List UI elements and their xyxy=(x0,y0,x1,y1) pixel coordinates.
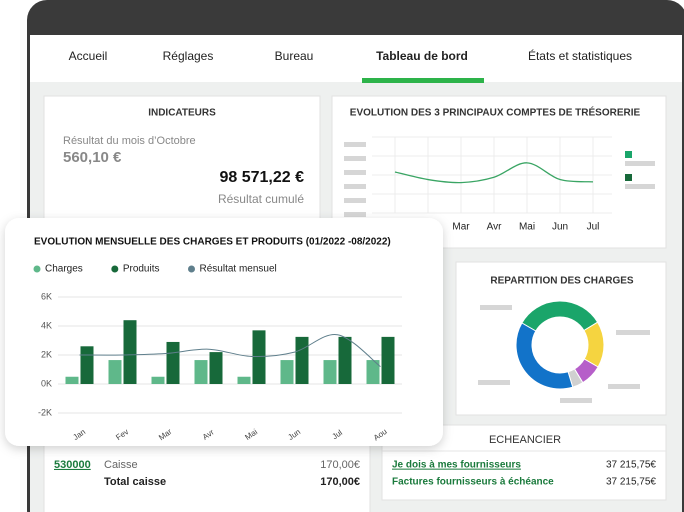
bar xyxy=(237,376,251,384)
bar xyxy=(252,330,266,384)
y-tick-label: 6K xyxy=(41,291,52,301)
y-tick-label: 2K xyxy=(41,349,52,359)
bar xyxy=(166,341,180,384)
panel-title: INDICATEURS xyxy=(148,108,216,119)
month-label: Résultat du mois d’Octobre xyxy=(63,135,196,147)
pie-label-placeholders xyxy=(478,305,650,403)
cumul-value: 98 571,22 € xyxy=(219,169,304,186)
bar xyxy=(280,360,294,384)
nav-item[interactable]: Accueil xyxy=(69,49,108,63)
bar xyxy=(123,320,137,384)
monthly-card xyxy=(5,218,443,446)
active-underline xyxy=(362,78,484,83)
nav-item[interactable]: Bureau xyxy=(275,49,314,63)
legend-label: Résultat mensuel xyxy=(200,264,277,275)
y-tick-label: -2K xyxy=(38,407,52,417)
bar xyxy=(209,352,223,384)
x-tick-label: Jun xyxy=(552,222,568,233)
x-tick-label: Jul xyxy=(587,222,600,233)
nav-item[interactable]: États et statistiques xyxy=(528,48,632,63)
bar xyxy=(381,336,395,384)
bar xyxy=(151,376,165,384)
x-tick-label: Avr xyxy=(487,222,502,233)
echeance-link[interactable]: Je dois à mes fournisseurs xyxy=(392,460,521,471)
bar xyxy=(194,360,208,384)
bar xyxy=(338,336,352,384)
panel-title: EVOLUTION DES 3 PRINCIPAUX COMPTES DE TR… xyxy=(350,106,641,119)
bar xyxy=(323,360,337,384)
panel-title: ECHEANCIER xyxy=(489,434,561,446)
nav-item-active[interactable]: Tableau de bord xyxy=(376,49,468,63)
nav-bar xyxy=(30,35,682,82)
line xyxy=(394,162,594,184)
y-placeholders xyxy=(344,142,366,217)
legend-swatch xyxy=(188,265,195,273)
chart-title: EVOLUTION MENSUELLE DES CHARGES ET PRODU… xyxy=(34,237,391,248)
echeance-amount: 37 215,75€ xyxy=(606,477,656,488)
legend-placeholders xyxy=(625,151,655,189)
bar xyxy=(80,346,94,384)
legend-label: Charges xyxy=(45,264,83,275)
panel-title: REPARTITION DES CHARGES xyxy=(490,276,633,287)
echeance-amount: 37 215,75€ xyxy=(606,460,656,471)
month-value: 560,10 € xyxy=(63,149,122,166)
caisse-amount: 170,00€ xyxy=(320,459,360,471)
account-link[interactable]: 530000 xyxy=(54,459,91,471)
legend-swatch xyxy=(33,265,41,273)
bar xyxy=(295,336,309,384)
pie-slice xyxy=(515,322,574,390)
indicators-panel xyxy=(43,95,321,242)
line xyxy=(79,334,381,368)
echeance-link[interactable]: Factures fournisseurs à échéance xyxy=(392,477,554,488)
legend-label: Produits xyxy=(123,264,160,275)
y-tick-label: 4K xyxy=(41,320,52,330)
legend-swatch xyxy=(111,265,119,273)
x-tick-label: Mai xyxy=(519,222,535,233)
total-label: Total caisse xyxy=(104,476,166,488)
bar xyxy=(65,376,79,384)
caisse-label: Caisse xyxy=(104,459,138,471)
cumul-label: Résultat cumulé xyxy=(218,192,304,206)
bar xyxy=(108,360,122,384)
x-tick-label: Mar xyxy=(452,222,470,233)
nav-item[interactable]: Réglages xyxy=(163,49,214,63)
bar xyxy=(366,360,380,384)
total-amount: 170,00€ xyxy=(320,476,360,488)
y-tick-label: 0K xyxy=(41,378,52,388)
